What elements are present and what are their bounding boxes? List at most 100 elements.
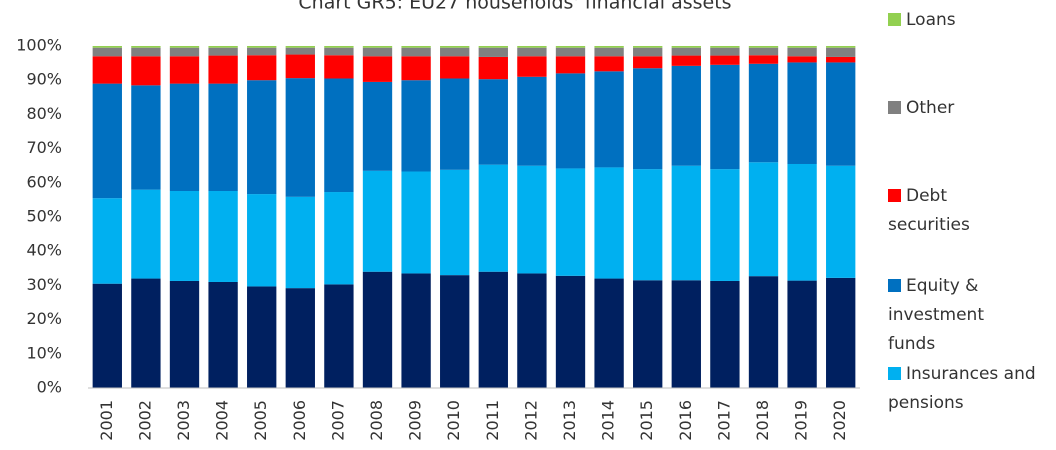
bar-segment xyxy=(633,56,663,69)
bar-segment xyxy=(131,56,161,86)
legend-swatch xyxy=(888,13,901,26)
y-tick-label: 70% xyxy=(26,138,62,157)
bar-segment xyxy=(362,81,393,171)
x-tick-label: 2014 xyxy=(599,400,618,441)
bar-segment xyxy=(517,56,547,77)
bar-segment xyxy=(671,165,701,281)
legend-label: Equity & investment funds xyxy=(888,276,984,354)
bar-segment xyxy=(826,56,856,63)
bar-segment xyxy=(440,275,470,388)
bar-segment xyxy=(169,47,200,57)
bar-segment xyxy=(131,189,161,279)
bar-segment xyxy=(324,55,354,79)
bar-segment xyxy=(324,47,354,56)
x-tick-label: 2020 xyxy=(830,400,849,441)
bar-segment xyxy=(594,71,624,168)
x-tick-label: 2003 xyxy=(174,400,193,441)
bar-segment xyxy=(710,47,740,56)
bar-segment xyxy=(131,46,161,48)
bar-segment xyxy=(324,192,354,285)
bar-segment xyxy=(169,56,200,84)
bar-segment xyxy=(247,47,277,56)
bar-segment xyxy=(555,56,586,74)
x-tick-label: 2012 xyxy=(521,400,540,441)
bar-segment xyxy=(478,56,508,80)
bar-segment xyxy=(478,47,508,57)
bar-segment xyxy=(401,171,431,274)
bar-segment xyxy=(748,46,779,48)
legend-label: Other xyxy=(906,98,955,118)
bar-segment xyxy=(555,46,586,48)
x-tick-label: 2011 xyxy=(483,400,502,441)
bar-segment xyxy=(208,47,238,56)
bar-segment xyxy=(440,78,470,170)
bar-segment xyxy=(787,62,817,164)
legend-item: Loans xyxy=(888,6,1008,35)
bar-segment xyxy=(401,47,431,57)
bar-segment xyxy=(285,196,315,289)
bar-segment xyxy=(401,273,431,388)
bar-segment xyxy=(478,79,508,165)
bar-segment xyxy=(710,280,740,388)
bar-segment xyxy=(247,80,277,195)
bar-segment xyxy=(671,46,701,48)
bar-segment xyxy=(169,280,200,388)
bar-segment xyxy=(787,46,817,48)
bar-segment xyxy=(517,46,547,48)
bar-segment xyxy=(594,47,624,57)
bar-segment xyxy=(247,194,277,287)
bar-segment xyxy=(131,278,161,388)
bar-segment xyxy=(208,83,238,192)
bar-segment xyxy=(671,55,701,66)
bar-segment xyxy=(440,47,470,57)
bar-segment xyxy=(594,46,624,48)
bar-segment xyxy=(362,56,393,82)
x-tick-label: 2017 xyxy=(714,400,733,441)
bar-segment xyxy=(362,170,393,272)
bar-segment xyxy=(131,47,161,57)
bar-segment xyxy=(362,47,393,57)
bar-segment xyxy=(169,46,200,48)
bar-segment xyxy=(710,55,740,65)
bar-segment xyxy=(208,281,238,388)
x-tick-label: 2013 xyxy=(560,400,579,441)
x-tick-label: 2015 xyxy=(637,400,656,441)
bar-segment xyxy=(92,283,122,388)
bar-segment xyxy=(401,80,431,172)
bar-segment xyxy=(401,46,431,48)
bar-segment xyxy=(633,169,663,281)
y-tick-label: 20% xyxy=(26,309,62,328)
bar-segment xyxy=(440,46,470,48)
legend-item: Debt securities xyxy=(888,182,1008,240)
bar-segment xyxy=(826,165,856,278)
legend-label: Debt securities xyxy=(888,186,970,235)
bar-segment xyxy=(285,47,315,55)
legend-swatch xyxy=(888,189,901,202)
y-tick-label: 40% xyxy=(26,241,62,260)
bar-segment xyxy=(247,46,277,48)
bar-segment xyxy=(555,47,586,57)
bar-segment xyxy=(247,55,277,81)
y-tick-label: 10% xyxy=(26,343,62,362)
bar-segment xyxy=(555,168,586,276)
y-tick-label: 90% xyxy=(26,70,62,89)
bar-segment xyxy=(671,47,701,56)
bar-segment xyxy=(748,47,779,56)
legend-label: Insurances and pensions xyxy=(888,364,1036,413)
bar-segment xyxy=(594,278,624,388)
x-tick-label: 2005 xyxy=(251,400,270,441)
bar-segment xyxy=(787,56,817,63)
bar-segment xyxy=(92,198,122,284)
x-tick-label: 2006 xyxy=(290,400,309,441)
bar-segment xyxy=(517,47,547,57)
y-tick-label: 50% xyxy=(26,207,62,226)
bar-segment xyxy=(401,56,431,81)
bar-segment xyxy=(787,163,817,281)
bar-segment xyxy=(92,47,122,57)
bar-segment xyxy=(92,46,122,48)
legend-swatch xyxy=(888,367,901,380)
bar-segment xyxy=(633,46,663,48)
bar-segment xyxy=(478,271,508,388)
bar-segment xyxy=(208,55,238,84)
